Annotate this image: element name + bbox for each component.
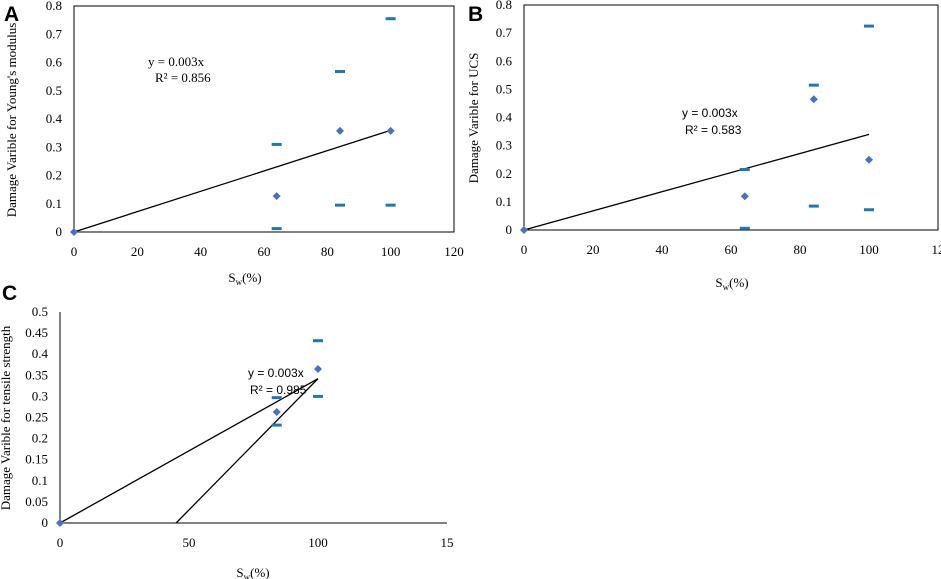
y-tick-label-c: 0.45: [25, 325, 48, 340]
x-tick-label-a: 120: [444, 244, 464, 259]
error-cap-a: [271, 227, 282, 231]
y-tick-label-c: 0: [42, 515, 49, 530]
equation-b: y = 0.003x: [682, 106, 738, 120]
error-cap-c: [313, 339, 323, 343]
equation-c: y = 0.003x: [248, 366, 304, 380]
error-cap-b: [739, 226, 750, 230]
x-axis-label-c: Sw(%): [236, 565, 269, 579]
y-tick-label-b: 0.3: [496, 138, 512, 153]
data-point-c: [272, 408, 281, 417]
x-tick-label-a: 20: [131, 244, 144, 259]
x-tick-label-a: 100: [381, 244, 401, 259]
x-tick-label-a: 60: [258, 244, 271, 259]
error-cap-b: [808, 83, 819, 87]
y-tick-label-a: 0.4: [46, 111, 63, 126]
y-tick-label-c: 0.3: [32, 388, 48, 403]
plot-frame-a: [73, 5, 455, 233]
x-tick-label-b: 12: [932, 242, 941, 257]
y-tick-label-c: 0.2: [32, 431, 48, 446]
y-tick-label-c: 0.35: [25, 367, 48, 382]
y-tick-label-a: 0.7: [46, 26, 63, 41]
data-point-c: [314, 364, 322, 373]
equation-a: y = 0.003x: [148, 54, 205, 69]
error-cap-b: [739, 168, 750, 172]
x-tick-label-c: 0: [57, 535, 64, 550]
data-point-a: [336, 126, 344, 135]
error-cap-a: [335, 203, 345, 207]
y-tick-label-a: 0.6: [46, 55, 63, 70]
x-tick-label-c: 100: [308, 535, 328, 550]
data-point-c: [56, 519, 64, 527]
data-point-b: [865, 155, 873, 164]
y-tick-label-b: 0.4: [496, 110, 513, 125]
y-axis-label-b: Damage Varible for UCS: [466, 53, 481, 184]
x-axis-label-a: Sw(%): [228, 270, 261, 287]
data-point-b: [809, 95, 818, 104]
x-tick-label-b: 100: [859, 242, 879, 257]
y-tick-label-b: 0.1: [496, 194, 512, 209]
error-cap-c: [271, 396, 282, 400]
y-tick-label-c: 0.15: [25, 452, 48, 467]
error-cap-a: [271, 142, 282, 146]
y-tick-label-b: 0.2: [496, 166, 512, 181]
y-axis-label-a: Damage Varible for Young's modulus: [4, 23, 19, 218]
error-cap-b: [864, 208, 874, 212]
trendline-c: [175, 378, 319, 524]
panel-letter-b: B: [468, 3, 483, 26]
r2-c: R² = 0.985: [250, 383, 307, 397]
x-tick-label-b: 60: [725, 242, 738, 257]
y-tick-label-a: 0.3: [46, 139, 62, 154]
y-tick-label-b: 0.7: [496, 25, 513, 40]
error-cap-b: [864, 24, 874, 28]
y-tick-label-c: 0.5: [32, 304, 48, 319]
error-cap-a: [385, 17, 396, 21]
x-tick-label-b: 0: [521, 242, 528, 257]
data-point-b: [740, 192, 749, 201]
error-cap-a: [385, 203, 396, 207]
error-cap-c: [313, 394, 323, 398]
panel-c: C 0 50 100 1500.050.10.150.20.250.30.350.40…: [0, 282, 454, 579]
error-cap-a: [335, 70, 345, 74]
x-tick-label-c: 15: [441, 535, 454, 550]
y-tick-label-c: 0.4: [32, 346, 49, 361]
y-tick-label-c: 0.25: [25, 410, 48, 425]
panel-letter-a: A: [4, 3, 19, 26]
x-tick-label-c: 50: [183, 535, 196, 550]
error-cap-b: [808, 204, 819, 208]
r2-b: R² = 0.583: [685, 123, 742, 137]
y-tick-label-a: 0: [56, 224, 63, 239]
data-point-a: [272, 192, 281, 201]
y-tick-label-a: 0.8: [46, 0, 62, 13]
x-axis-label-b: Sw(%): [715, 275, 748, 292]
x-tick-label-a: 40: [194, 244, 207, 259]
r2-a: R² = 0.856: [155, 70, 211, 85]
y-tick-label-c: 0.05: [25, 494, 48, 509]
panel-letter-c: C: [2, 282, 17, 305]
y-tick-label-b: 0.8: [496, 0, 512, 12]
x-tick-label-b: 40: [656, 242, 669, 257]
y-tick-label-a: 0.2: [46, 168, 62, 183]
error-cap-c: [271, 423, 282, 427]
data-point-a: [70, 228, 78, 236]
data-point-a: [386, 126, 395, 135]
y-tick-label-a: 0.5: [46, 83, 62, 98]
y-tick-label-c: 0.1: [32, 473, 48, 488]
trendline-c: [59, 378, 319, 524]
y-axis-label-c: Damage Varible for tensile strength: [0, 325, 13, 510]
y-tick-label-a: 0.1: [46, 196, 62, 211]
x-tick-label-a: 0: [71, 244, 78, 259]
trendline-b: [523, 133, 870, 231]
data-point-b: [520, 226, 528, 234]
y-tick-label-b: 0.6: [496, 53, 513, 68]
x-tick-label-b: 20: [587, 242, 600, 257]
panel-b: B 0204060801001200.10.20.30.40.50.60.70.…: [466, 0, 941, 292]
x-tick-label-b: 80: [794, 242, 807, 257]
y-tick-label-b: 0.5: [496, 81, 512, 96]
x-tick-label-a: 80: [321, 244, 334, 259]
trendline-a: [73, 129, 391, 233]
panel-a: A 0 20 40 60 80 100 120 0 0.1 0.2 0.3 0.4 0.5 0.6 0.7 0…: [4, 0, 464, 287]
y-tick-label-b: 0: [506, 222, 513, 237]
